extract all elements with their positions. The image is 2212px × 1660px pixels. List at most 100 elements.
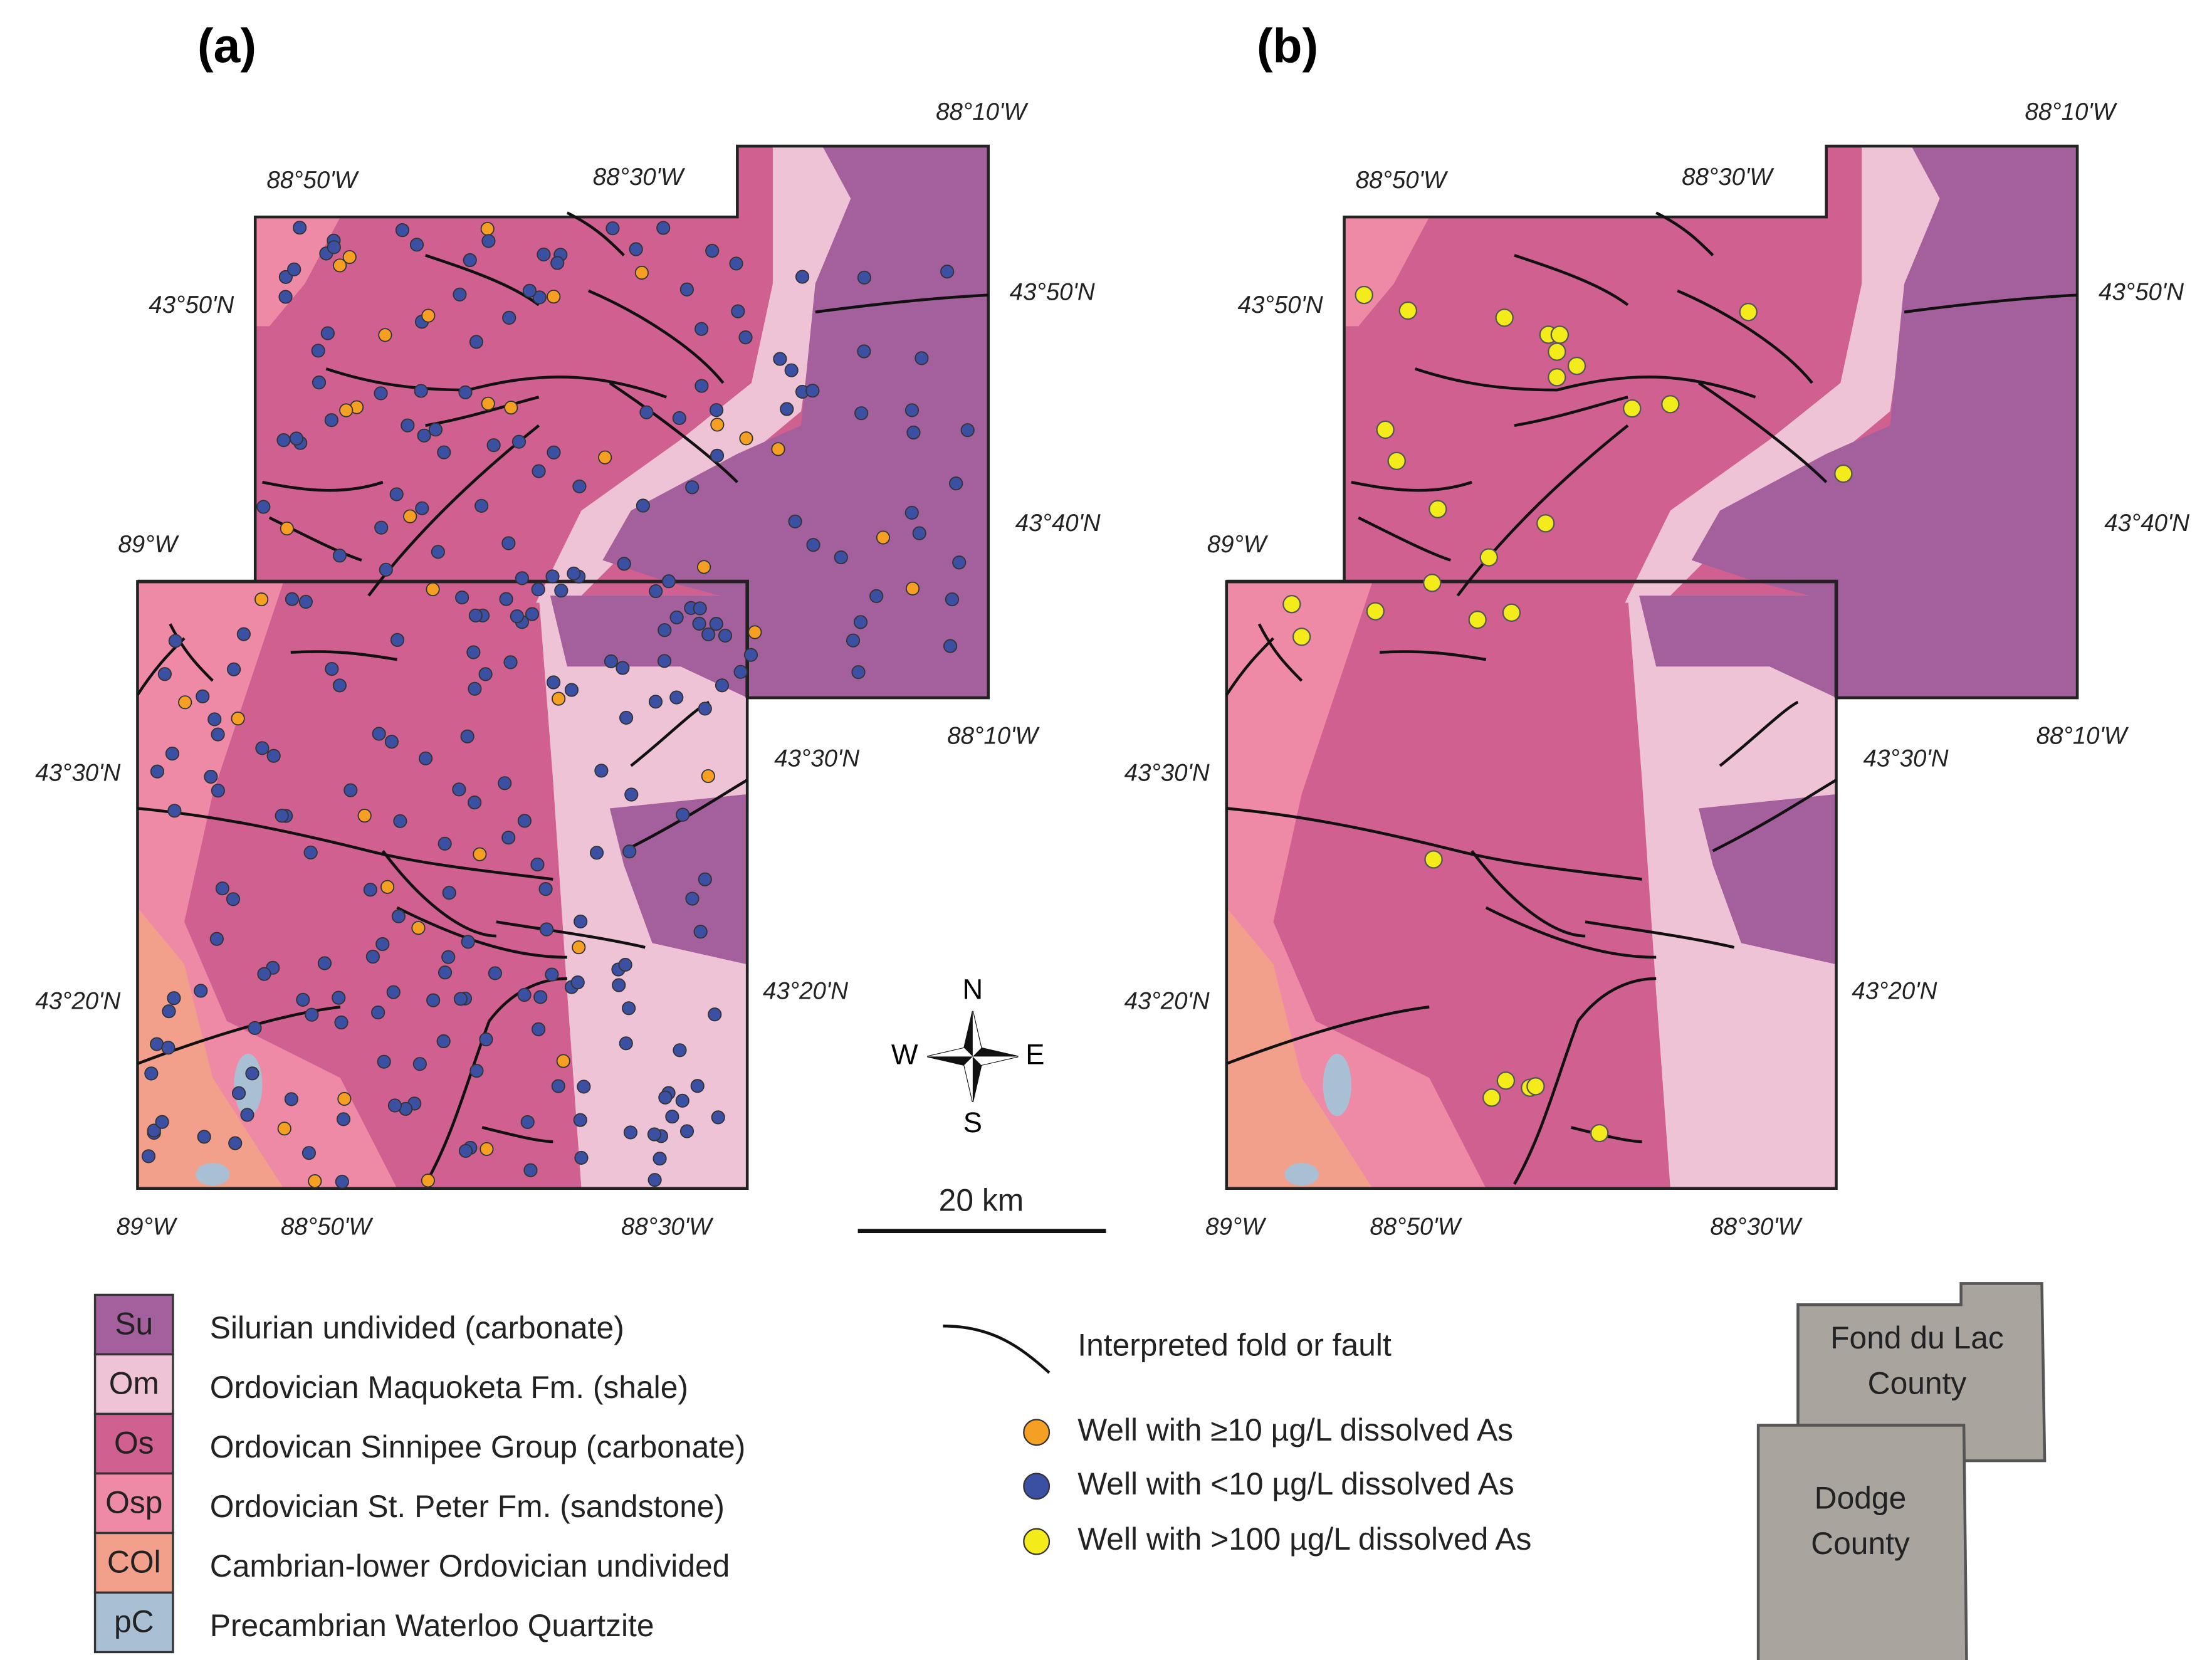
well <box>226 892 241 906</box>
well <box>305 1007 319 1022</box>
coordinate-label: 43°20'N <box>35 988 120 1015</box>
well <box>574 914 588 929</box>
well <box>141 1149 156 1164</box>
well <box>739 431 753 446</box>
well <box>266 749 281 763</box>
legend-well <box>1023 1528 1051 1555</box>
well <box>278 290 293 304</box>
well <box>147 1123 161 1138</box>
legend-well <box>1023 1419 1051 1446</box>
well <box>1479 548 1498 567</box>
well <box>690 1079 705 1093</box>
legend-code: Os <box>114 1425 154 1460</box>
well <box>284 1092 298 1106</box>
well <box>710 448 725 463</box>
well <box>197 1130 211 1144</box>
legend-code: Om <box>109 1365 159 1400</box>
well <box>293 221 307 235</box>
legend-well <box>1023 1473 1051 1500</box>
well <box>215 881 229 896</box>
well <box>1623 399 1642 418</box>
well <box>209 932 224 946</box>
well <box>453 287 467 302</box>
compass-star <box>927 1048 973 1057</box>
well <box>622 844 637 859</box>
well <box>869 589 884 603</box>
well <box>481 396 495 411</box>
coordinate-label: 88°10'W <box>2036 723 2129 750</box>
well <box>718 628 733 643</box>
well <box>380 880 395 894</box>
well <box>520 1115 535 1129</box>
well <box>539 922 554 937</box>
coordinate-label: 43°30'N <box>774 745 859 772</box>
legend-label: Precambrian Waterloo Quartzite <box>210 1608 654 1643</box>
well <box>545 569 560 584</box>
well <box>503 655 518 670</box>
well <box>771 442 785 456</box>
well <box>374 386 388 401</box>
well <box>731 304 745 318</box>
well <box>256 500 271 514</box>
well <box>463 253 477 268</box>
well <box>522 283 537 298</box>
well <box>339 403 354 418</box>
well <box>1661 395 1680 414</box>
well <box>570 975 585 990</box>
well <box>709 617 723 631</box>
well <box>499 592 513 606</box>
well <box>531 582 545 597</box>
well <box>532 1022 546 1036</box>
county-label: County <box>1868 1365 1967 1400</box>
well <box>551 1079 565 1093</box>
well <box>1548 342 1566 361</box>
well <box>480 1142 494 1156</box>
well <box>647 1127 662 1142</box>
legend-label: Silurian undivided (carbonate) <box>210 1310 624 1345</box>
well <box>236 627 251 641</box>
coordinate-label: 88°10'W <box>936 98 1029 125</box>
well <box>1548 368 1566 387</box>
well <box>324 413 338 428</box>
well <box>411 921 426 935</box>
well <box>204 769 218 784</box>
well <box>572 940 586 955</box>
well <box>619 710 634 725</box>
well <box>426 993 441 1007</box>
well <box>710 418 725 432</box>
well <box>623 1125 638 1140</box>
well <box>711 1110 725 1125</box>
well <box>574 1150 589 1165</box>
well <box>619 1036 633 1051</box>
well <box>502 310 516 325</box>
well <box>604 654 619 669</box>
well <box>679 1124 695 1138</box>
well <box>854 406 869 421</box>
coordinate-label: 88°10'W <box>947 723 1040 750</box>
well <box>556 1054 570 1068</box>
coordinate-label: 88°30'W <box>593 164 686 191</box>
well <box>342 250 357 265</box>
well <box>421 308 436 323</box>
coordinate-label: 43°40'N <box>2104 510 2189 537</box>
well <box>834 550 848 565</box>
well <box>227 662 241 676</box>
well <box>287 262 301 276</box>
legend-label: Interpreted fold or fault <box>1077 1327 1392 1362</box>
well <box>658 1090 673 1105</box>
well <box>572 479 587 493</box>
well <box>695 379 709 393</box>
well <box>701 627 716 642</box>
well <box>639 405 654 419</box>
well <box>332 549 347 563</box>
well <box>474 498 489 513</box>
well <box>679 282 694 297</box>
well <box>458 1143 473 1158</box>
well <box>515 571 529 586</box>
well <box>904 505 919 520</box>
panel-label: (b) <box>1257 19 1318 73</box>
well <box>533 990 548 1004</box>
well <box>165 747 180 761</box>
well <box>530 857 545 872</box>
